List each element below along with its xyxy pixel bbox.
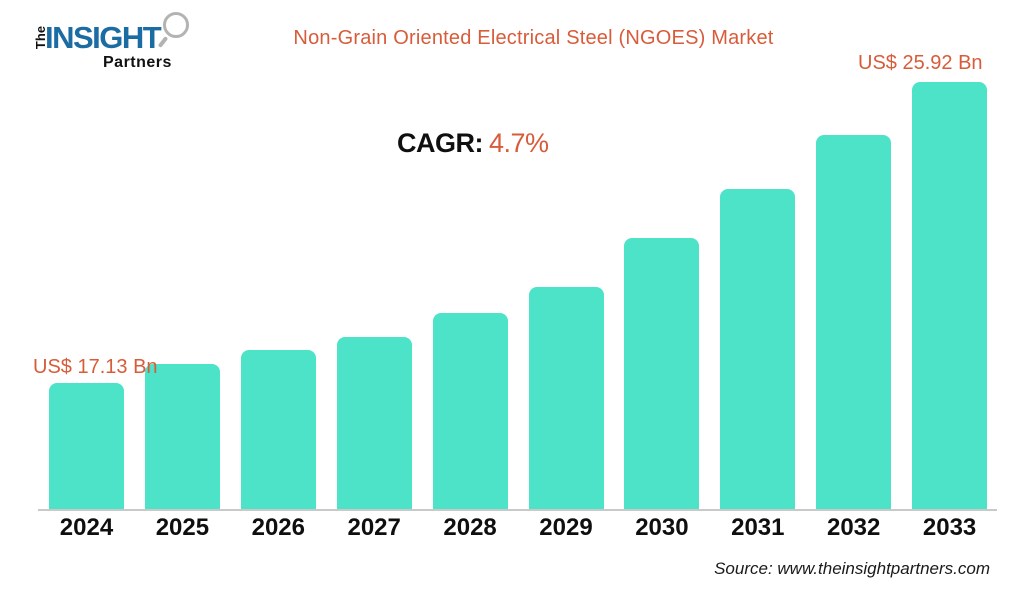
bar-2030 xyxy=(624,238,700,509)
bar-2028 xyxy=(432,313,508,509)
insight-partners-logo: The INSIGHT Partners xyxy=(15,6,200,76)
chart-title: Non-Grain Oriented Electrical Steel (NGO… xyxy=(293,27,774,49)
x-axis-labels: 2024 2025 2026 2027 2028 2029 2030 2031 2032 2033 xyxy=(0,514,1027,544)
logo-partners-text: Partners xyxy=(103,54,172,71)
x-tick-2027: 2027 xyxy=(347,514,401,541)
bar-2031 xyxy=(720,189,796,509)
bar-2026 xyxy=(240,350,316,509)
x-tick-2032: 2032 xyxy=(826,514,881,541)
bar-2029 xyxy=(528,287,604,509)
x-tick-2029: 2029 xyxy=(539,514,593,541)
bar-2027 xyxy=(336,337,412,509)
last-bar-value-label: US$ 25.92 Bn xyxy=(858,52,983,74)
first-bar-value-label: US$ 17.13 Bn xyxy=(33,356,158,378)
x-tick-2025: 2025 xyxy=(155,514,210,541)
x-tick-2030: 2030 xyxy=(635,514,689,541)
bar-2033 xyxy=(912,82,988,509)
cagr-label: CAGR: xyxy=(397,128,484,158)
x-axis-line xyxy=(38,509,997,511)
x-tick-2026: 2026 xyxy=(251,514,305,541)
plot-area xyxy=(49,82,988,509)
x-tick-2028: 2028 xyxy=(443,514,497,541)
bar-2024 xyxy=(49,383,124,509)
x-tick-2031: 2031 xyxy=(731,514,785,541)
source-text: Source: www.theinsightpartners.com xyxy=(714,559,990,578)
magnifier-icon xyxy=(163,12,189,38)
cagr-annotation: CAGR: 4.7% xyxy=(397,128,549,159)
cagr-value: 4.7% xyxy=(489,128,549,158)
x-tick-2024: 2024 xyxy=(59,514,114,541)
bar-2032 xyxy=(816,135,892,509)
logo-insight-text: INSIGHT xyxy=(45,20,162,55)
x-tick-2033: 2033 xyxy=(922,514,977,541)
bar-2025 xyxy=(144,364,220,509)
